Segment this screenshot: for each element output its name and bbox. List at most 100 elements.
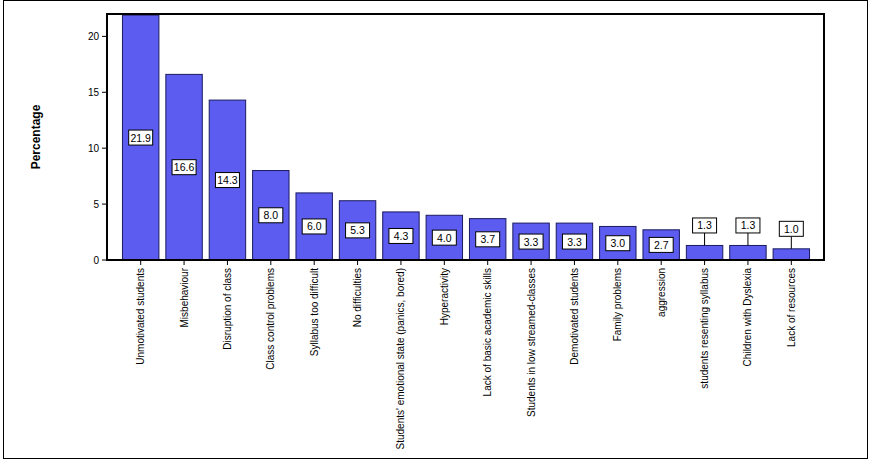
data-label: 6.0 xyxy=(307,220,322,232)
data-label-box xyxy=(172,160,196,175)
data-label-box xyxy=(606,236,630,251)
x-tick-label: Unmotivated students xyxy=(135,268,146,365)
data-label: 16.6 xyxy=(174,161,195,173)
data-label: 5.3 xyxy=(350,224,365,236)
x-tick-label: Syllabus too difficult xyxy=(309,268,320,356)
y-tick-label: 10 xyxy=(88,143,100,154)
bar xyxy=(513,223,549,260)
x-tick xyxy=(140,260,141,265)
label-leader xyxy=(791,236,792,249)
bar xyxy=(166,74,202,260)
x-tick xyxy=(314,260,315,265)
y-tick-label: 0 xyxy=(93,255,99,266)
data-label: 3.0 xyxy=(611,237,626,249)
y-tick xyxy=(102,204,107,205)
plot-frame xyxy=(107,14,824,260)
y-axis: 0 5 10 15 20 xyxy=(88,31,107,266)
bar xyxy=(339,201,375,260)
x-tick xyxy=(487,260,488,265)
x-axis: Unmotivated students Misbehaviour Disrupti… xyxy=(135,260,797,449)
data-label-box xyxy=(779,221,803,236)
data-label-box xyxy=(389,228,413,243)
bars xyxy=(122,15,809,260)
x-tick xyxy=(184,260,185,265)
outer-border xyxy=(4,1,868,459)
x-tick-label: Misbehaviour xyxy=(179,267,190,327)
label-leader xyxy=(747,233,748,246)
x-tick xyxy=(531,260,532,265)
bar xyxy=(686,245,722,260)
data-label-box xyxy=(736,218,760,233)
data-label: 8.0 xyxy=(264,209,279,221)
data-label-box xyxy=(302,219,326,234)
data-label-box xyxy=(346,223,370,238)
x-tick xyxy=(617,260,618,265)
y-tick-label: 15 xyxy=(88,87,100,98)
bar xyxy=(253,171,289,260)
x-tick xyxy=(227,260,228,265)
data-label-box xyxy=(215,173,239,188)
data-label: 4.0 xyxy=(437,232,452,244)
data-label-box xyxy=(519,234,543,249)
x-tick-label: Students in low streamed-classes xyxy=(526,268,537,417)
y-tick-label: 5 xyxy=(93,199,99,210)
x-tick-label: aggression xyxy=(656,268,667,317)
x-tick-label: Lack of basic academic skills xyxy=(482,268,493,396)
bar xyxy=(600,226,636,260)
bar xyxy=(469,219,505,260)
x-tick xyxy=(747,260,748,265)
x-tick xyxy=(400,260,401,265)
bar xyxy=(209,100,245,260)
data-label: 3.7 xyxy=(480,233,495,245)
data-label-box xyxy=(562,234,586,249)
data-label: 2.7 xyxy=(654,239,669,251)
x-tick-label: Demotivated students xyxy=(569,268,580,365)
data-label: 14.3 xyxy=(217,174,238,186)
bar xyxy=(730,245,766,260)
bar xyxy=(383,212,419,260)
y-tick xyxy=(102,148,107,149)
bar xyxy=(773,249,809,260)
data-label: 4.3 xyxy=(394,230,409,242)
data-labels: 21.9 16.6 14.3 8.0 6.0 5.3 4.3 4.0 3.7 3.3 3.3 3.0 2… xyxy=(129,130,804,252)
data-label: 3.3 xyxy=(567,236,582,248)
x-tick-label: Lack of resources xyxy=(786,268,797,347)
y-tick xyxy=(102,260,107,261)
x-tick-label: Class control problems xyxy=(265,268,276,370)
x-tick xyxy=(357,260,358,265)
x-tick xyxy=(661,260,662,265)
data-label-box xyxy=(432,230,456,245)
data-label: 3.3 xyxy=(524,236,539,248)
bar xyxy=(296,193,332,260)
y-tick xyxy=(102,36,107,37)
x-tick-label: students resenting syllabus xyxy=(699,268,710,389)
bar xyxy=(426,215,462,260)
x-tick-label: Students' emotional state (panics, bored… xyxy=(395,268,406,449)
x-tick-label: Disruption of class xyxy=(222,268,233,350)
x-tick-label: Family problems xyxy=(612,268,623,341)
x-tick xyxy=(444,260,445,265)
y-tick xyxy=(102,92,107,93)
data-label-box xyxy=(476,232,500,247)
data-label-box xyxy=(259,208,283,223)
bar xyxy=(643,230,679,260)
x-tick xyxy=(574,260,575,265)
bar xyxy=(556,223,592,260)
chart: 0 5 10 15 20 Percentage Unmotivated students Mi… xyxy=(0,0,872,466)
label-leader xyxy=(704,233,705,246)
data-label-box xyxy=(649,237,673,252)
data-label-box xyxy=(693,218,717,233)
data-label: 1.0 xyxy=(784,223,799,235)
data-label: 21.9 xyxy=(130,132,151,144)
x-tick xyxy=(791,260,792,265)
x-tick-label: Children with Dyslexia xyxy=(742,268,753,367)
data-label: 1.3 xyxy=(741,219,756,231)
x-tick-label: No difficulties xyxy=(352,268,363,327)
data-label: 1.3 xyxy=(697,219,712,231)
x-tick xyxy=(270,260,271,265)
data-label-box xyxy=(129,130,153,145)
y-tick-label: 20 xyxy=(88,31,100,42)
x-tick-label: Hyperactivity xyxy=(439,268,450,325)
bar xyxy=(122,15,158,260)
y-axis-label: Percentage xyxy=(29,104,43,169)
